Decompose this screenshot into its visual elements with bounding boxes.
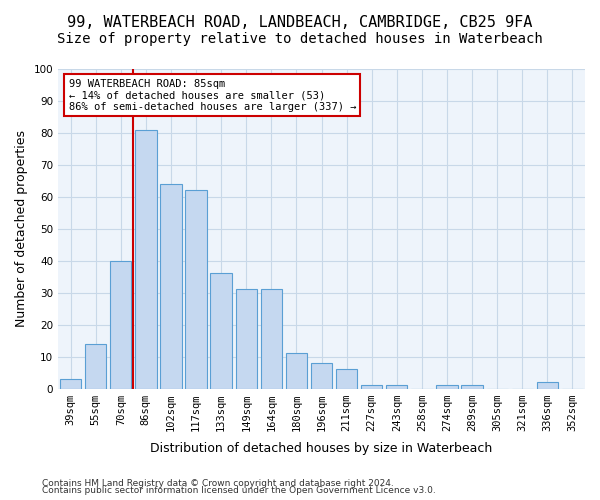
- Bar: [160, 184, 182, 388]
- X-axis label: Distribution of detached houses by size in Waterbeach: Distribution of detached houses by size …: [151, 442, 493, 455]
- Bar: [60, 379, 81, 388]
- Bar: [436, 386, 458, 388]
- Text: 99 WATERBEACH ROAD: 85sqm
← 14% of detached houses are smaller (53)
86% of semi-: 99 WATERBEACH ROAD: 85sqm ← 14% of detac…: [68, 78, 356, 112]
- Bar: [386, 386, 407, 388]
- Bar: [135, 130, 157, 388]
- Text: Size of property relative to detached houses in Waterbeach: Size of property relative to detached ho…: [57, 32, 543, 46]
- Y-axis label: Number of detached properties: Number of detached properties: [15, 130, 28, 328]
- Text: Contains HM Land Registry data © Crown copyright and database right 2024.: Contains HM Land Registry data © Crown c…: [42, 478, 394, 488]
- Bar: [336, 370, 357, 388]
- Bar: [461, 386, 483, 388]
- Text: 99, WATERBEACH ROAD, LANDBEACH, CAMBRIDGE, CB25 9FA: 99, WATERBEACH ROAD, LANDBEACH, CAMBRIDG…: [67, 15, 533, 30]
- Text: Contains public sector information licensed under the Open Government Licence v3: Contains public sector information licen…: [42, 486, 436, 495]
- Bar: [286, 354, 307, 388]
- Bar: [311, 363, 332, 388]
- Bar: [110, 260, 131, 388]
- Bar: [536, 382, 558, 388]
- Bar: [211, 274, 232, 388]
- Bar: [185, 190, 207, 388]
- Bar: [260, 290, 282, 388]
- Bar: [85, 344, 106, 389]
- Bar: [361, 386, 382, 388]
- Bar: [236, 290, 257, 388]
